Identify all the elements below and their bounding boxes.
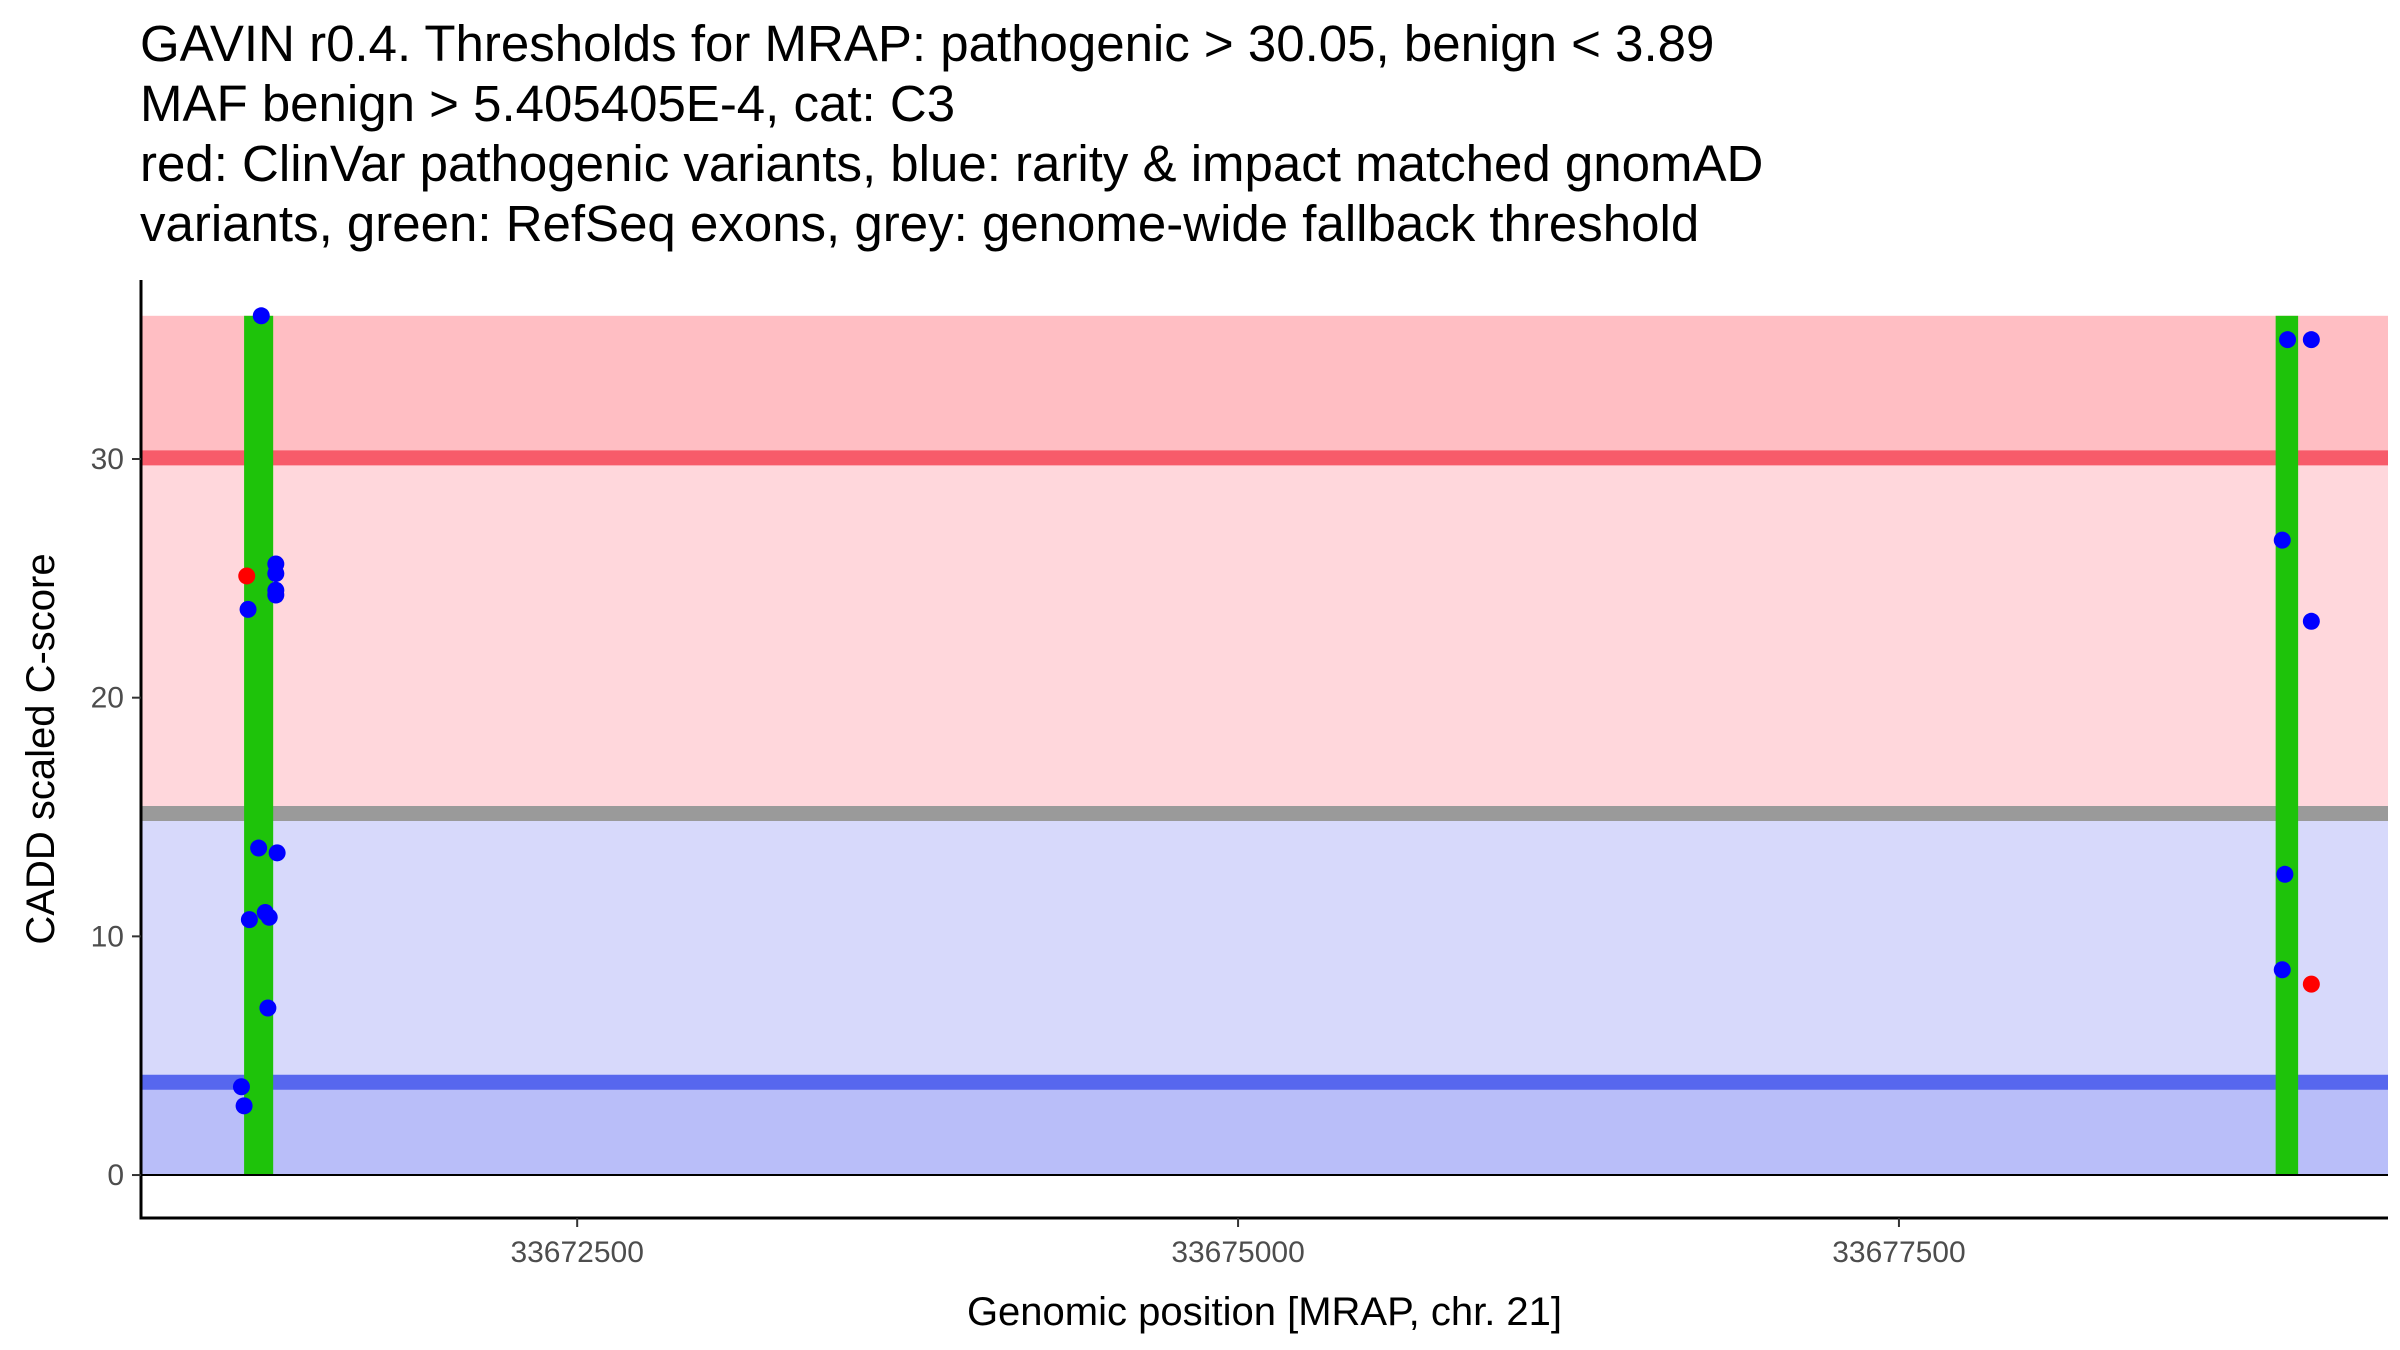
title-line-1: GAVIN r0.4. Thresholds for MRAP: pathoge… — [140, 15, 1715, 72]
region-benign-mid — [141, 813, 2388, 1083]
gnomad-point — [2276, 865, 2294, 883]
gnomad-point — [267, 586, 285, 604]
exon-bar — [244, 315, 274, 1176]
variant-points — [232, 307, 2320, 1115]
gnomad-point — [232, 1078, 250, 1096]
gnomad-point — [2273, 531, 2291, 549]
y-tick-label: 20 — [91, 682, 124, 715]
x-tick-label: 33675000 — [1171, 1236, 1304, 1269]
exon-bars — [244, 315, 2299, 1176]
region-pathogenic-mid — [141, 457, 2388, 814]
gnomad-point — [235, 1097, 253, 1115]
tick-labels: 0 10 20 30 33672500 33675000 33677500 — [91, 443, 1966, 1269]
gnomad-point — [2273, 961, 2291, 979]
region-benign-low — [141, 1082, 2388, 1176]
axes — [132, 280, 2388, 1227]
gnomad-point — [239, 600, 257, 618]
y-axis-title: CADD scaled C-score — [19, 553, 63, 944]
y-tick-label: 0 — [107, 1159, 124, 1192]
gnomad-point — [250, 839, 268, 857]
gnomad-point — [252, 307, 270, 325]
clinvar-point — [2302, 975, 2320, 993]
gnomad-point — [2279, 331, 2297, 349]
gnomad-point — [260, 908, 278, 926]
x-tick-label: 33677500 — [1832, 1236, 1965, 1269]
y-tick-label: 30 — [91, 443, 124, 476]
gnomad-point — [267, 565, 285, 583]
exon-bar — [2275, 315, 2299, 1176]
title-line-4: variants, green: RefSeq exons, grey: gen… — [140, 195, 1700, 252]
chart-title: GAVIN r0.4. Thresholds for MRAP: pathoge… — [140, 14, 2380, 254]
gnomad-point — [259, 999, 277, 1017]
title-line-2: MAF benign > 5.405405E-4, cat: C3 — [140, 75, 956, 132]
x-axis-title: Genomic position [MRAP, chr. 21] — [967, 1290, 1562, 1334]
y-tick-label: 10 — [91, 920, 124, 953]
gnomad-point — [2302, 331, 2320, 349]
title-line-3: red: ClinVar pathogenic variants, blue: … — [140, 135, 1764, 192]
gnomad-point — [240, 911, 258, 929]
clinvar-point — [238, 567, 256, 585]
threshold-regions — [141, 315, 2388, 1176]
region-pathogenic-high — [141, 315, 2388, 458]
gnomad-point — [2302, 612, 2320, 630]
gnomad-point — [268, 844, 286, 862]
x-tick-label: 33672500 — [510, 1236, 643, 1269]
threshold-lines — [141, 450, 2388, 1090]
